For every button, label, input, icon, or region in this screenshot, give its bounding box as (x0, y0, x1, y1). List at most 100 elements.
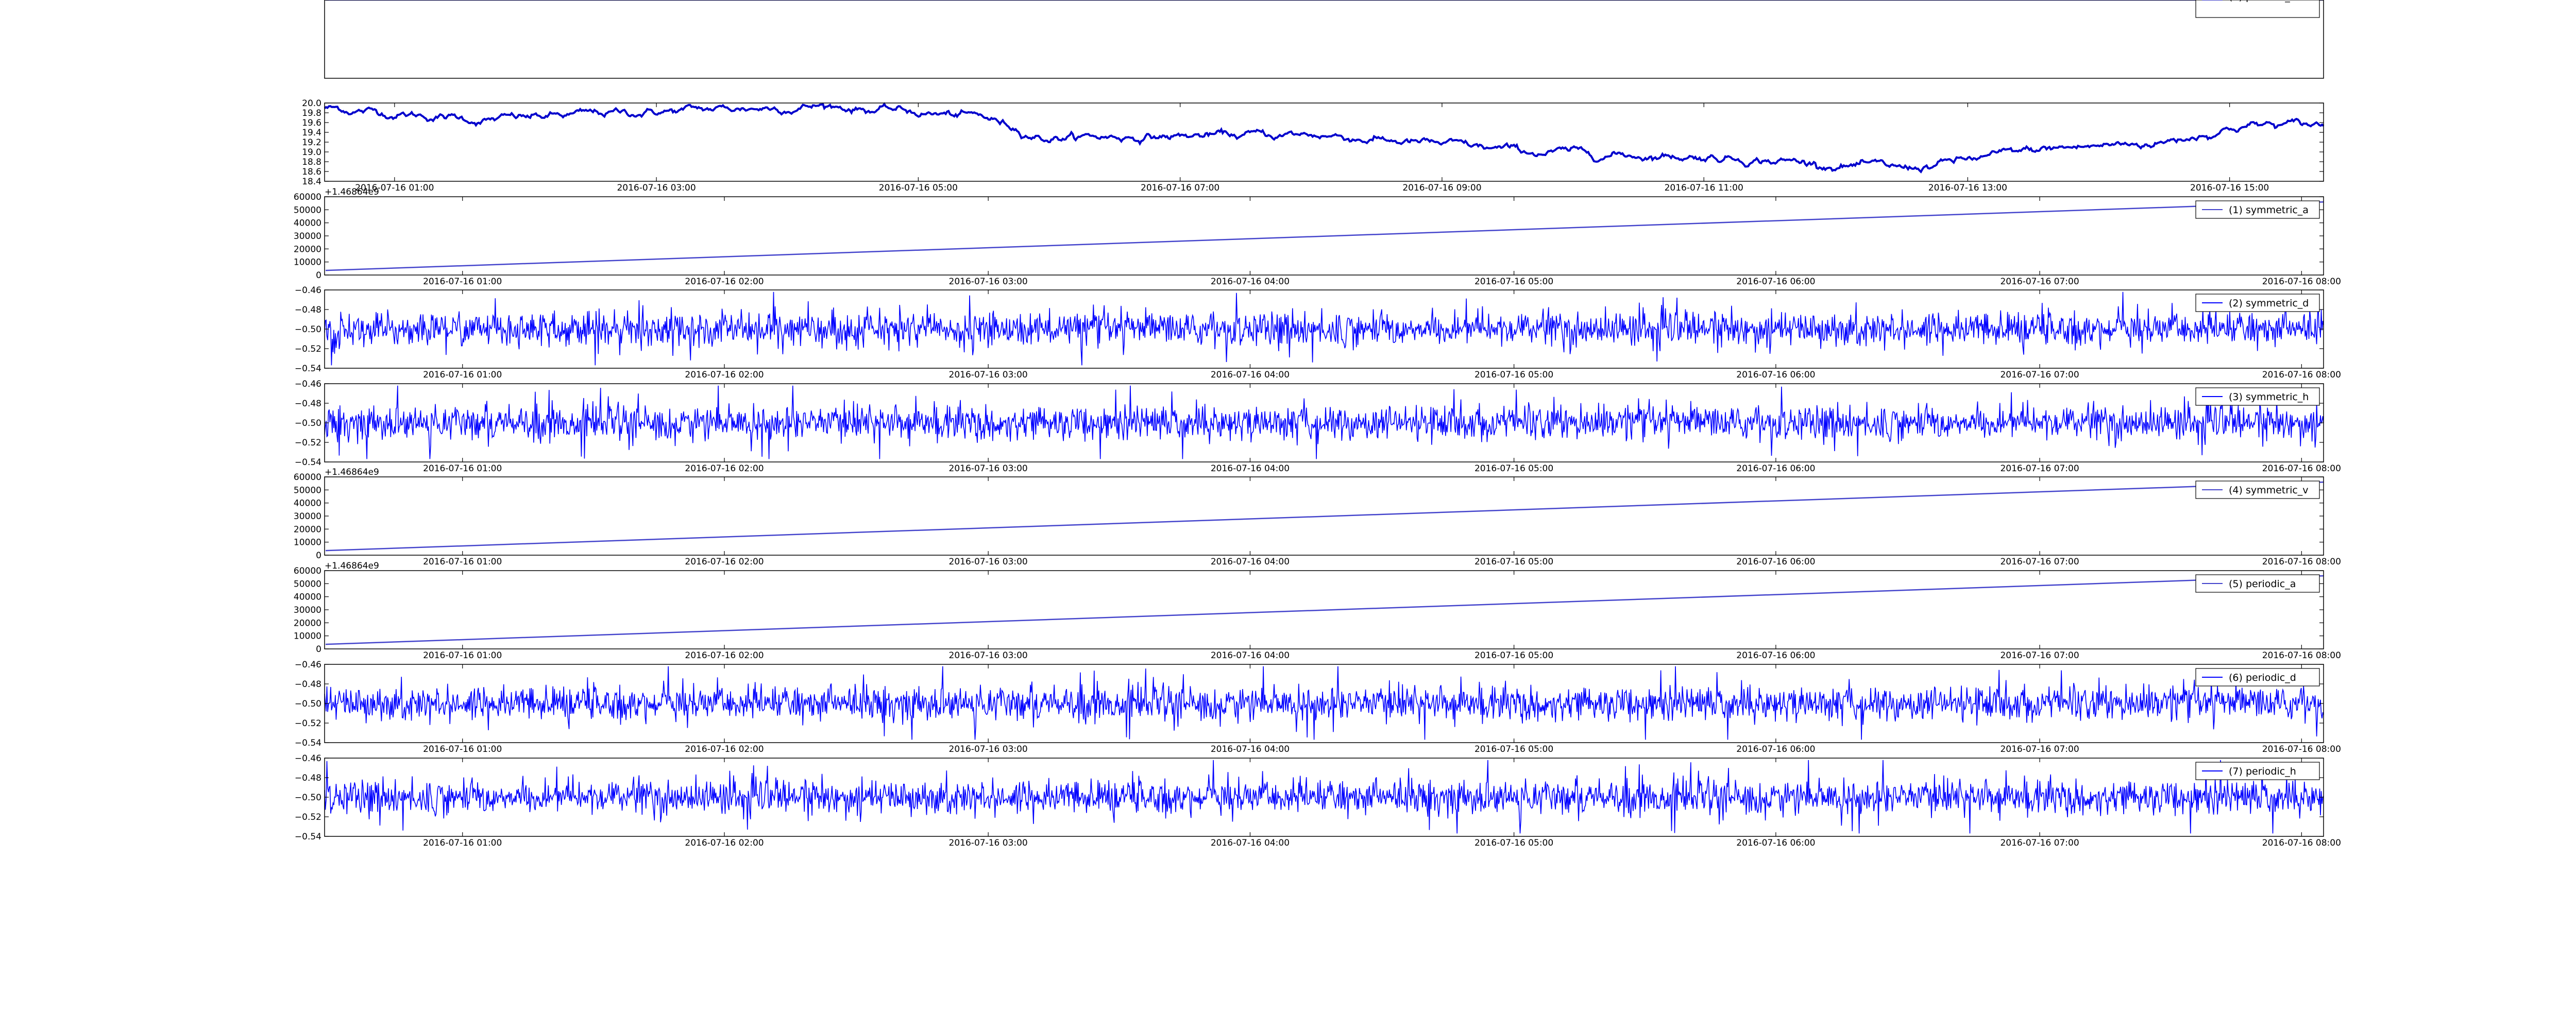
x-tick-label: 2016-07-16 07:00 (1141, 183, 1219, 193)
x-tick-label: 2016-07-16 01:00 (423, 464, 502, 474)
legend-box (2195, 0, 2320, 18)
y-tick-label: 30000 (294, 511, 321, 522)
y-tick-label: 50000 (294, 205, 321, 215)
y-tick-label: 0 (316, 551, 321, 561)
y-tick-label: −0.50 (295, 324, 321, 335)
x-tick-label: 2016-07-16 03:00 (949, 464, 1028, 474)
x-tick-label: 2016-07-16 06:00 (1736, 744, 1815, 754)
y-tick-label: −0.46 (295, 660, 321, 670)
x-tick-label: 2016-07-16 08:00 (2262, 370, 2341, 380)
series-line (324, 291, 2324, 366)
y-tick-label: 20000 (294, 524, 321, 535)
x-tick-label: 2016-07-16 02:00 (685, 557, 764, 567)
x-tick-label: 2016-07-16 03:00 (949, 277, 1028, 287)
x-tick-label: 2016-07-16 04:00 (1211, 557, 1290, 567)
y-tick-label: 40000 (294, 592, 321, 603)
x-tick-label: 2016-07-16 15:00 (2190, 183, 2269, 193)
x-tick-label: 2016-07-16 02:00 (685, 650, 764, 661)
x-tick-label: 2016-07-16 07:00 (2000, 370, 2079, 380)
x-tick-label: 2016-07-16 03:00 (949, 370, 1028, 380)
y-tick-label: 40000 (294, 499, 321, 509)
x-tick-label: 2016-07-16 03:00 (949, 838, 1028, 848)
y-tick-label: −0.52 (295, 438, 321, 448)
x-tick-label: 2016-07-16 07:00 (2000, 838, 2079, 848)
legend-label: (7) periodic_h (2229, 766, 2296, 777)
x-tick-label: 2016-07-16 05:00 (1475, 744, 1553, 754)
legend-label: (2) symmetric_d (2229, 298, 2309, 309)
y-tick-label: 0 (316, 0, 321, 3)
y-tick-label: 18.4 (302, 177, 321, 187)
x-tick-label: 2016-07-16 08:00 (2262, 464, 2341, 474)
legend: (7) periodic_h (2195, 762, 2320, 780)
series-line (324, 666, 2324, 740)
subplot-8: −0.46 −0.48 −0.50 −0.52 −0.54 2016-07-16 01:0… (295, 753, 2341, 848)
x-tick-label: 2016-07-16 05:00 (1475, 370, 1553, 380)
y-tick-label: −0.54 (295, 832, 321, 842)
y-tick-label: −0.46 (295, 753, 321, 764)
y-tick-label: 30000 (294, 605, 321, 615)
y-tick-label: 60000 (294, 0, 321, 3)
axes-frame (324, 0, 2324, 79)
y-tick-label: 10000 (294, 631, 321, 642)
x-tick-label: 2016-07-16 08:00 (2262, 838, 2341, 848)
legend-label: (4) symmetric_v (2229, 485, 2309, 496)
subplot-3: −0.46 −0.48 −0.50 −0.52 −0.54 2016-07-16 01:0… (295, 285, 2341, 380)
x-tick-label: 2016-07-16 08:00 (2262, 557, 2341, 567)
y-tick-label: −0.52 (295, 718, 321, 729)
y-tick-label: 60000 (294, 472, 321, 483)
subplot-6: 60000 50000 40000 30000 20000 10000 0 2016-07-1… (294, 561, 2341, 661)
y-tick-label: −0.46 (295, 379, 321, 389)
x-tick-label: 2016-07-16 08:00 (2262, 650, 2341, 661)
y-tick-label: −0.48 (295, 679, 321, 690)
x-tick-label: 2016-07-16 07:00 (2000, 464, 2079, 474)
y-tick-label: −0.52 (295, 344, 321, 354)
y-tick-label: −0.48 (295, 399, 321, 409)
y-tick-label: −0.48 (295, 773, 321, 783)
x-tick-label: 2016-07-16 06:00 (1736, 557, 1815, 567)
y-tick-label: −0.46 (295, 285, 321, 296)
legend-label: (1) symmetric_a (2229, 204, 2309, 216)
x-tick-label: 2016-07-16 01:00 (423, 650, 502, 661)
x-tick-label: 2016-07-16 06:00 (1736, 277, 1815, 287)
x-tick-label: 2016-07-16 06:00 (1736, 0, 1815, 3)
y-tick-label: −0.54 (295, 457, 321, 468)
y-tick-label: 19.0 (302, 147, 321, 158)
x-tick-label: 2016-07-16 01:00 (423, 277, 502, 287)
subplot-4: −0.46 −0.48 −0.50 −0.52 −0.54 2016-07-16 01:0… (295, 379, 2341, 474)
x-tick-label: 2016-07-16 08:00 (2262, 744, 2341, 754)
legend-label: (5) periodic_a (2229, 578, 2296, 590)
y-tick-label: 40000 (294, 0, 321, 3)
y-tick-label: −0.50 (295, 793, 321, 803)
series-line (325, 201, 2324, 271)
x-tick-label: 2016-07-16 05:00 (1475, 557, 1553, 567)
y-tick-label: 19.6 (302, 118, 321, 128)
y-tick-label: 10000 (294, 538, 321, 548)
x-tick-label: 2016-07-16 03:00 (617, 183, 696, 193)
x-tick-label: 2016-07-16 07:00 (2000, 650, 2079, 661)
x-tick-label: 2016-07-16 03:00 (949, 0, 1028, 3)
y-tick-label: 60000 (294, 192, 321, 202)
y-tick-label: 19.2 (302, 138, 321, 148)
y-tick-label: −0.50 (295, 699, 321, 709)
x-tick-label: 2016-07-16 07:00 (2000, 0, 2079, 3)
x-tick-label: 2016-07-16 05:00 (1475, 838, 1553, 848)
x-tick-label: 2016-07-16 02:00 (685, 744, 764, 754)
x-tick-label: 2016-07-16 02:00 (685, 838, 764, 848)
legend-label: (6) periodic_d (2229, 672, 2296, 683)
y-tick-label: 60000 (294, 566, 321, 576)
x-tick-label: 2016-07-16 02:00 (685, 464, 764, 474)
y-tick-label: −0.54 (295, 364, 321, 374)
y-tick-label: 0 (316, 270, 321, 281)
y-tick-label: 40000 (294, 218, 321, 229)
x-tick-label: 2016-07-16 05:00 (1475, 464, 1553, 474)
x-tick-label: 2016-07-16 07:00 (2000, 277, 2079, 287)
y-tick-label: 50000 (294, 0, 321, 3)
legend: (3) symmetric_h (2195, 387, 2320, 406)
x-tick-label: 2016-07-16 13:00 (1928, 183, 2007, 193)
x-tick-label: 2016-07-16 04:00 (1211, 838, 1290, 848)
x-tick-label: 2016-07-16 03:00 (949, 744, 1028, 754)
y-tick-label: 10000 (294, 258, 321, 268)
y-tick-label: 19.4 (302, 128, 321, 138)
x-tick-label: 2016-07-16 07:00 (2000, 557, 2079, 567)
